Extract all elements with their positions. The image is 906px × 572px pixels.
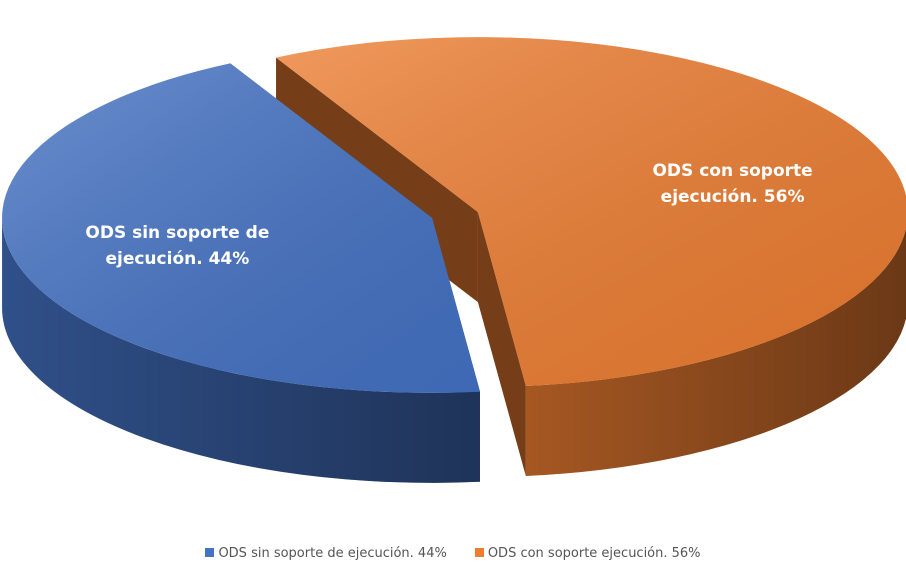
legend-label: ODS con soporte ejecución. 56% (487, 546, 701, 561)
slice-shine (2, 63, 481, 393)
tops (2, 37, 906, 393)
legend-item: ODS sin soporte de ejecución. 44% (205, 546, 447, 561)
pie-plot (2, 37, 906, 483)
legend: ODS sin soporte de ejecución. 44% ODS con… (0, 546, 906, 561)
data-label: ODS sin soporte de ejecución. 44% (85, 223, 270, 270)
slice-cut-shade (477, 212, 526, 477)
legend-item: ODS con soporte ejecución. 56% (474, 546, 701, 561)
legend-swatch (474, 548, 484, 557)
slice-side-shade (2, 217, 481, 483)
data-label: ODS con soporte ejecución. 56% (652, 160, 813, 207)
legend-swatch (205, 548, 215, 557)
slice-side-shade (525, 228, 906, 477)
slice-shine (276, 37, 906, 387)
legend-label: ODS sin soporte de ejecución. 44% (218, 546, 447, 561)
